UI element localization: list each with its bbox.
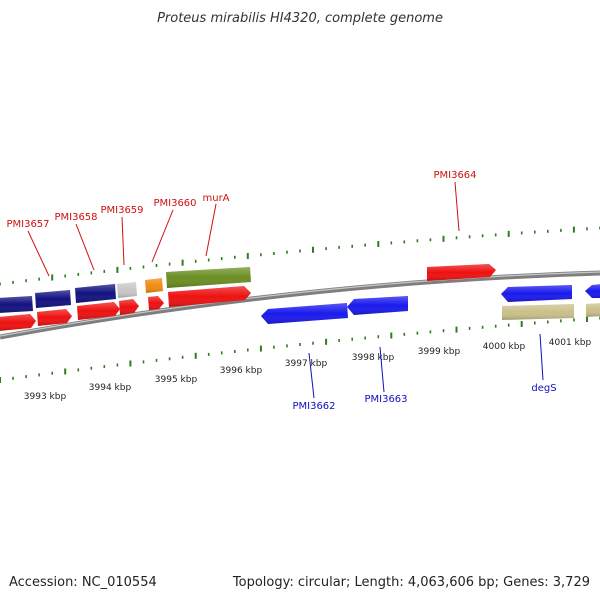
gene-label-pmi3659[interactable]: PMI3659	[100, 205, 143, 216]
leader-pmi3663	[379, 346, 385, 393]
gene-label-degs[interactable]: degS	[531, 383, 556, 394]
scale-label-3997: 3997 kbp	[285, 359, 328, 369]
gene-shade	[427, 264, 496, 281]
map-title: Proteus mirabilis HI4320, complete genom…	[157, 11, 443, 26]
gene-shade	[168, 286, 251, 307]
scale-label-4001: 4001 kbp	[549, 338, 592, 348]
scale-label-3995: 3995 kbp	[155, 375, 198, 385]
leader-pmi3660	[151, 209, 174, 263]
gene-label-pmi3663[interactable]: PMI3663	[364, 394, 407, 405]
gene-label-pmi3658[interactable]: PMI3658	[54, 212, 97, 223]
scale-label-4000: 4000 kbp	[483, 342, 526, 352]
gene-shade	[502, 304, 574, 320]
gene-label-pmi3664[interactable]: PMI3664	[433, 170, 476, 181]
leader-pmi3658	[75, 223, 95, 271]
leader-pmi3659	[121, 216, 125, 266]
genome-backbone	[0, 270, 600, 340]
gene-shade	[119, 299, 139, 315]
gene-label-pmi3657[interactable]: PMI3657	[6, 219, 49, 230]
gene-shade	[148, 296, 164, 310]
genome-summary-text: Topology: circular; Length: 4,063,606 bp…	[232, 575, 590, 590]
accession-text: Accession: NC_010554	[9, 575, 157, 590]
leader-pmi3657	[27, 230, 50, 277]
scale-label-3993: 3993 kbp	[24, 392, 67, 402]
genome-backbone-highlight	[0, 271, 600, 337]
scale-label-3994: 3994 kbp	[89, 383, 132, 393]
label-leaders	[27, 181, 544, 399]
leader-pmi3662	[308, 352, 315, 399]
gene-shade	[117, 282, 137, 298]
gene-label-pmi3662[interactable]: PMI3662	[292, 401, 335, 412]
gene-shade	[145, 278, 163, 293]
scale-label-3999: 3999 kbp	[418, 347, 461, 357]
scale-labels: 3993 kbp 3994 kbp 3995 kbp 3996 kbp 3997…	[24, 338, 592, 402]
gene-shade	[77, 302, 120, 320]
gene-shade	[0, 314, 36, 331]
gene-shade	[261, 303, 348, 324]
gene-shade	[586, 303, 600, 317]
scale-ticks-upper	[0, 226, 600, 286]
gene-shade	[585, 284, 600, 298]
gene-label-mura[interactable]: murA	[202, 193, 229, 204]
leader-degs	[539, 333, 544, 381]
leader-mura	[205, 203, 217, 257]
gene-shading	[0, 264, 600, 331]
gene-shade	[75, 284, 116, 303]
gene-shade	[35, 290, 71, 308]
scale-label-3998: 3998 kbp	[352, 353, 395, 363]
gene-label-pmi3660[interactable]: PMI3660	[153, 198, 196, 209]
gene-labels: PMI3657 PMI3658 PMI3659 PMI3660 murA PMI…	[6, 170, 556, 412]
gene-shade	[0, 296, 33, 313]
gene-shade	[37, 309, 72, 326]
leader-pmi3664	[454, 181, 460, 232]
scale-label-3996: 3996 kbp	[220, 366, 263, 376]
scale-ticks-lower	[0, 316, 600, 383]
gene-shade	[347, 296, 408, 315]
gene-shade	[501, 285, 572, 302]
gene-shade	[166, 267, 251, 288]
